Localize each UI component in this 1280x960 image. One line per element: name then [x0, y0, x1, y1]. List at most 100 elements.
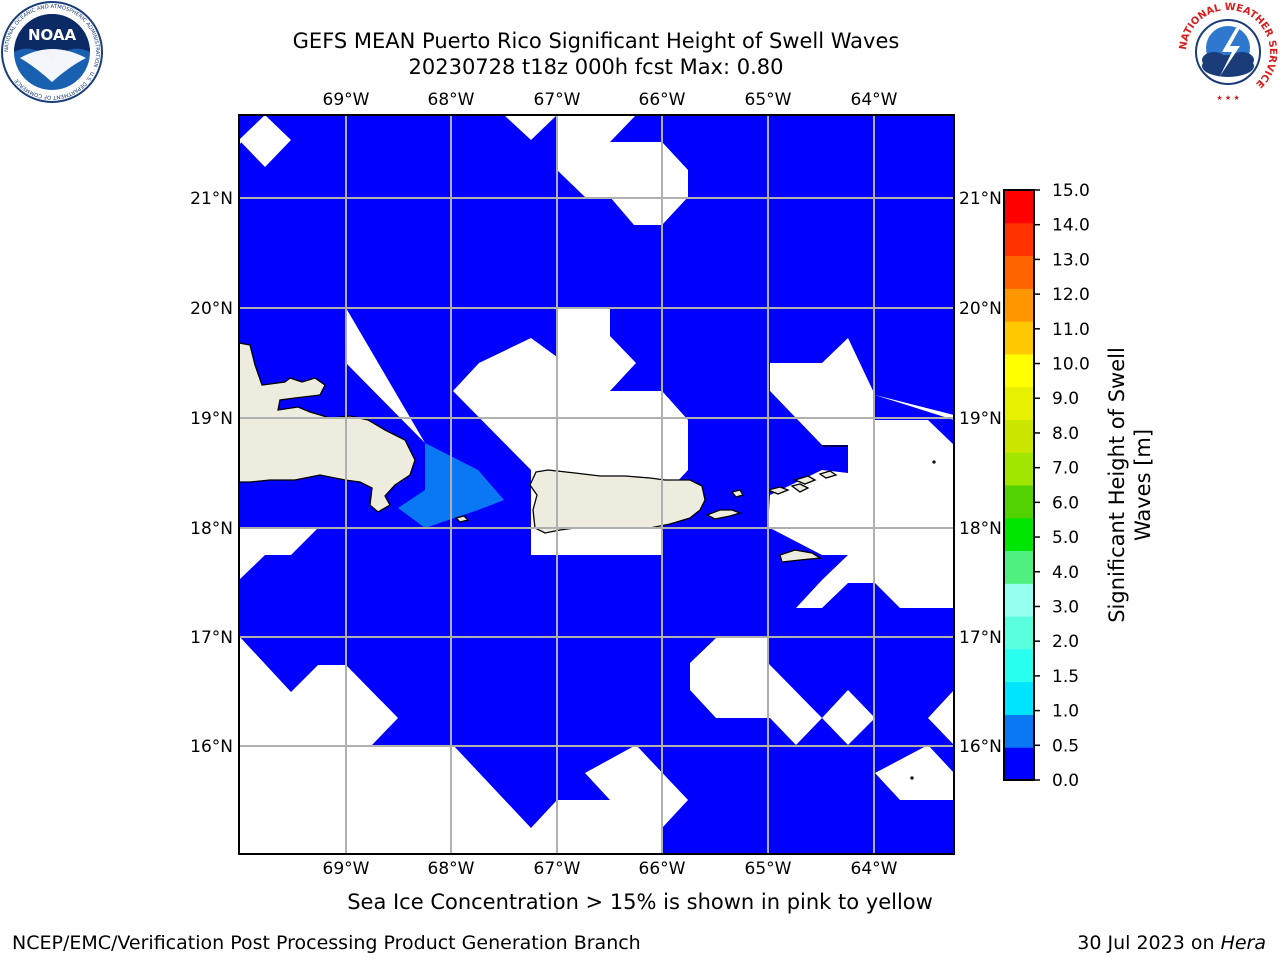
colorbar-tick-label: 1.5	[1052, 667, 1079, 687]
st-thomas	[765, 486, 790, 495]
date-text: 30 Jul 2023 on	[1077, 932, 1221, 954]
lat-label: 20°N	[190, 299, 233, 319]
lat-label: 21°N	[959, 189, 1002, 209]
lat-label: 16°N	[959, 737, 1002, 757]
colorbar-tick-label: 6.0	[1052, 493, 1079, 513]
chart-title: GEFS MEAN Puerto Rico Significant Height…	[292, 29, 900, 53]
lon-label: 67°W	[534, 90, 581, 110]
swell-region	[372, 745, 954, 854]
colorbar-swatch	[1004, 386, 1034, 420]
islet	[932, 460, 936, 464]
map-area	[239, 115, 954, 854]
colorbar-tick-label: 3.0	[1052, 597, 1079, 617]
chart-subtitle: 20230728 t18z 000h fcst Max: 0.80	[408, 55, 784, 79]
swell-region	[875, 395, 954, 445]
lat-label: 18°N	[959, 519, 1002, 539]
colorbar-label-line2: Waves [m]	[1131, 429, 1155, 541]
colorbar-swatch	[1004, 419, 1034, 453]
vieques	[705, 509, 743, 520]
lon-label: 69°W	[323, 90, 370, 110]
colorbar-tick-label: 2.0	[1052, 632, 1079, 652]
colorbar-tick-label: 1.0	[1052, 702, 1079, 722]
noaa-logo-text: NOAA	[28, 26, 77, 44]
colorbar-swatch	[1004, 681, 1034, 715]
colorbar-label-line1: Significant Height of Swell	[1105, 347, 1129, 623]
no-data-region	[690, 638, 822, 745]
lon-label: 65°W	[745, 90, 792, 110]
colorbar-tick-label: 12.0	[1052, 285, 1090, 305]
culebra	[730, 489, 744, 498]
colorbar-swatch	[1004, 222, 1034, 257]
colorbar-tick-label: 8.0	[1052, 424, 1079, 444]
colorbar: 0.0 0.5 1.0 1.5 2.0 3.0 4.0 5.0 6.0 7.0 8.0 9.0 10.0…	[1003, 181, 1090, 791]
colorbar-swatch	[1004, 550, 1034, 584]
machine-name: Hera	[1220, 932, 1266, 954]
lat-label: 19°N	[190, 409, 233, 429]
colorbar-tick-label: 10.0	[1052, 355, 1090, 375]
svg-text:★ ★ ★: ★ ★ ★	[1216, 94, 1239, 102]
colorbar-swatch	[1004, 288, 1034, 322]
nws-logo: NATIONAL WEATHER SERVICE ★ ★ ★	[1178, 2, 1278, 102]
tortola	[793, 475, 817, 485]
colorbar-tick-label: 5.0	[1052, 528, 1079, 548]
colorbar-swatch	[1004, 353, 1034, 388]
st-john	[790, 483, 810, 493]
virgin-gorda	[818, 470, 838, 479]
lon-label: 67°W	[534, 859, 581, 879]
no-data-region	[239, 665, 265, 690]
lon-label: 64°W	[851, 859, 898, 879]
no-data-region	[822, 690, 875, 745]
colorbar-tick-label: 13.0	[1052, 250, 1090, 270]
lat-label: 17°N	[959, 628, 1002, 648]
colorbar-swatch	[1004, 583, 1034, 617]
date-line: 30 Jul 2023 on Hera	[1077, 932, 1266, 954]
credit-line: NCEP/EMC/Verification Post Processing Pr…	[12, 932, 641, 954]
colorbar-tick-label: 15.0	[1052, 181, 1090, 201]
colorbar-tick-label: 14.0	[1052, 216, 1090, 236]
colorbar-tick-label: 9.0	[1052, 389, 1079, 409]
colorbar-swatch	[1004, 747, 1034, 781]
lat-label: 19°N	[959, 409, 1002, 429]
lat-label: 17°N	[190, 628, 233, 648]
colorbar-swatch	[1004, 648, 1034, 683]
colorbar-swatch	[1004, 321, 1034, 355]
colorbar-tick-label: 11.0	[1052, 320, 1090, 340]
graticule	[239, 115, 954, 854]
swell-region	[239, 115, 954, 308]
colorbar-tick-label: 0.0	[1052, 771, 1079, 791]
no-data-region	[239, 115, 265, 145]
colorbar-swatch	[1004, 616, 1034, 650]
lon-label: 68°W	[428, 90, 475, 110]
colorbar-tick-label: 0.5	[1052, 736, 1079, 756]
colorbar-swatch	[1004, 714, 1034, 748]
colorbar-frame	[1003, 189, 1035, 781]
colorbar-swatch	[1004, 517, 1034, 552]
hispaniola	[239, 342, 416, 513]
lon-label: 66°W	[639, 90, 686, 110]
lat-label: 21°N	[190, 189, 233, 209]
colorbar-tick-label: 4.0	[1052, 563, 1079, 583]
lat-label: 16°N	[190, 737, 233, 757]
colorbar-swatch	[1004, 190, 1034, 224]
lon-label: 69°W	[323, 859, 370, 879]
left-lat-labels: 21°N 20°N 19°N 18°N 17°N 16°N	[190, 189, 233, 757]
swell-region	[239, 500, 954, 636]
lon-label: 66°W	[639, 859, 686, 879]
sea-ice-note: Sea Ice Concentration > 15% is shown in …	[347, 890, 933, 914]
colorbar-swatch	[1004, 485, 1034, 519]
top-lon-labels: 69°W 68°W 67°W 66°W 65°W 64°W	[323, 90, 898, 110]
map-frame	[238, 114, 955, 855]
colorbar-tick-label: 7.0	[1052, 459, 1079, 479]
right-lat-labels: 21°N 20°N 19°N 18°N 17°N 16°N	[959, 189, 1002, 757]
lon-label: 64°W	[851, 90, 898, 110]
lon-label: 65°W	[745, 859, 792, 879]
lat-label: 18°N	[190, 519, 233, 539]
st-croix	[779, 549, 822, 563]
lon-label: 68°W	[428, 859, 475, 879]
colorbar-swatch	[1004, 452, 1034, 486]
noaa-logo: NATIONAL OCEANIC AND ATMOSPHERIC ADMINIS…	[1, 1, 103, 103]
lat-label: 20°N	[959, 299, 1002, 319]
bottom-lon-labels: 69°W 68°W 67°W 66°W 65°W 64°W	[323, 859, 898, 879]
colorbar-swatch	[1004, 255, 1034, 289]
